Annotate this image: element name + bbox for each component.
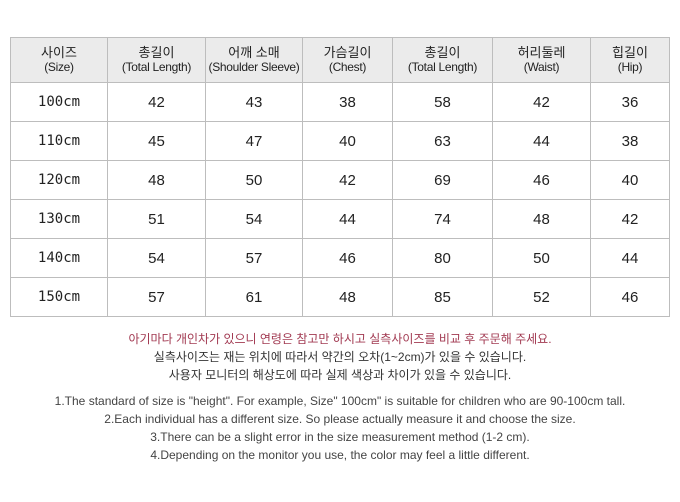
value-cell: 85 xyxy=(392,277,493,317)
table-row: 150cm 57 61 48 85 52 46 xyxy=(10,277,670,317)
header-english: (Size) xyxy=(44,60,74,74)
size-cell: 120cm xyxy=(10,160,108,200)
value-cell: 51 xyxy=(107,199,206,239)
value-cell: 48 xyxy=(302,277,393,317)
value-cell: 42 xyxy=(302,160,393,200)
header-korean: 어깨 소매 xyxy=(228,45,280,60)
value-cell: 48 xyxy=(492,199,591,239)
value-cell: 46 xyxy=(492,160,591,200)
value-cell: 44 xyxy=(492,121,591,161)
value-cell: 63 xyxy=(392,121,493,161)
header-cell: 힙길이 (Hip) xyxy=(590,37,670,83)
english-note: 1.The standard of size is "height". For … xyxy=(54,394,626,408)
value-cell: 50 xyxy=(205,160,303,200)
value-cell: 42 xyxy=(590,199,670,239)
header-english: (Chest) xyxy=(328,60,367,74)
header-korean: 가슴길이 xyxy=(323,45,372,60)
value-cell: 61 xyxy=(205,277,303,317)
value-cell: 36 xyxy=(590,82,670,122)
value-cell: 38 xyxy=(302,82,393,122)
size-cell: 150cm xyxy=(10,277,108,317)
size-cell: 100cm xyxy=(10,82,108,122)
header-korean: 총길이 xyxy=(138,45,175,60)
header-cell: 사이즈 (Size) xyxy=(10,37,108,83)
korean-notes: 아기마다 개인차가 있으니 연령은 참고만 하시고 실측사이즈를 비교 후 주문… xyxy=(0,330,680,384)
value-cell: 44 xyxy=(302,199,393,239)
table-row: 140cm 54 57 46 80 50 44 xyxy=(10,238,670,278)
value-cell: 40 xyxy=(590,160,670,200)
english-note: 2.Each individual has a different size. … xyxy=(104,412,576,426)
value-cell: 46 xyxy=(590,277,670,317)
size-table: 사이즈 (Size) 총길이 (Total Length) 어깨 소매 (Shoulder… xyxy=(10,37,670,317)
size-cell: 130cm xyxy=(10,199,108,239)
value-cell: 52 xyxy=(492,277,591,317)
header-english: (Hip) xyxy=(617,60,643,74)
table-row: 100cm 42 43 38 58 42 36 xyxy=(10,82,670,122)
value-cell: 46 xyxy=(302,238,393,278)
size-cell: 140cm xyxy=(10,238,108,278)
value-cell: 58 xyxy=(392,82,493,122)
value-cell: 43 xyxy=(205,82,303,122)
header-english: (Waist) xyxy=(523,60,560,74)
value-cell: 47 xyxy=(205,121,303,161)
korean-note: 아기마다 개인차가 있으니 연령은 참고만 하시고 실측사이즈를 비교 후 주문… xyxy=(128,332,552,346)
korean-note: 실측사이즈는 재는 위치에 따라서 약간의 오차(1~2cm)가 있을 수 있습… xyxy=(153,350,527,364)
english-note: 3.There can be a slight error in the siz… xyxy=(150,430,530,444)
value-cell: 42 xyxy=(492,82,591,122)
header-cell: 허리둘레 (Waist) xyxy=(492,37,591,83)
value-cell: 57 xyxy=(107,277,206,317)
value-cell: 48 xyxy=(107,160,206,200)
value-cell: 80 xyxy=(392,238,493,278)
notes: 아기마다 개인차가 있으니 연령은 참고만 하시고 실측사이즈를 비교 후 주문… xyxy=(0,330,680,464)
value-cell: 44 xyxy=(590,238,670,278)
value-cell: 40 xyxy=(302,121,393,161)
header-cell: 어깨 소매 (Shoulder Sleeve) xyxy=(205,37,303,83)
english-notes: 1.The standard of size is "height". For … xyxy=(0,392,680,464)
header-cell: 가슴길이 (Chest) xyxy=(302,37,393,83)
table-row: 130cm 51 54 44 74 48 42 xyxy=(10,199,670,239)
table-row: 110cm 45 47 40 63 44 38 xyxy=(10,121,670,161)
value-cell: 50 xyxy=(492,238,591,278)
value-cell: 38 xyxy=(590,121,670,161)
value-cell: 74 xyxy=(392,199,493,239)
english-note: 4.Depending on the monitor you use, the … xyxy=(150,448,530,462)
value-cell: 45 xyxy=(107,121,206,161)
value-cell: 42 xyxy=(107,82,206,122)
header-cell: 총길이 (Total Length) xyxy=(107,37,206,83)
header-english: (Total Length) xyxy=(407,60,478,74)
header-row: 사이즈 (Size) 총길이 (Total Length) 어깨 소매 (Shoulder… xyxy=(10,37,670,83)
table-body: 100cm 42 43 38 58 42 36 110cm 45 47 40 63 44 38 120cm 4… xyxy=(10,82,670,317)
header-korean: 총길이 xyxy=(424,45,461,60)
header-korean: 사이즈 xyxy=(41,45,77,60)
value-cell: 54 xyxy=(107,238,206,278)
header-korean: 힙길이 xyxy=(612,45,648,60)
value-cell: 57 xyxy=(205,238,303,278)
value-cell: 69 xyxy=(392,160,493,200)
table-row: 120cm 48 50 42 69 46 40 xyxy=(10,160,670,200)
header-cell: 총길이 (Total Length) xyxy=(392,37,493,83)
header-english: (Total Length) xyxy=(121,60,192,74)
value-cell: 54 xyxy=(205,199,303,239)
header-english: (Shoulder Sleeve) xyxy=(208,60,300,74)
korean-note: 사용자 모니터의 해상도에 따라 실제 색상과 차이가 있을 수 있습니다. xyxy=(168,368,512,382)
size-cell: 110cm xyxy=(10,121,108,161)
header-korean: 허리둘레 xyxy=(517,45,566,60)
